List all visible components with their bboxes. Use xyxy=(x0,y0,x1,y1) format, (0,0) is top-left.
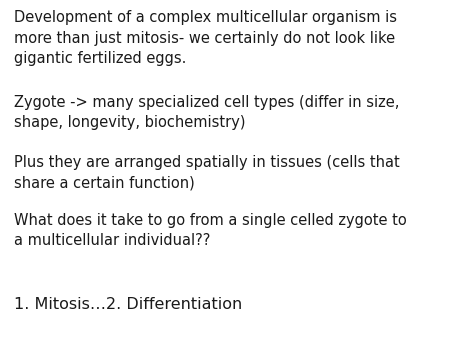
Text: 1. Mitosis…2. Differentiation: 1. Mitosis…2. Differentiation xyxy=(14,297,242,312)
Text: Development of a complex multicellular organism is
more than just mitosis- we ce: Development of a complex multicellular o… xyxy=(14,10,396,66)
Text: Plus they are arranged spatially in tissues (cells that
share a certain function: Plus they are arranged spatially in tiss… xyxy=(14,155,399,191)
Text: Zygote -> many specialized cell types (differ in size,
shape, longevity, biochem: Zygote -> many specialized cell types (d… xyxy=(14,95,399,130)
Text: What does it take to go from a single celled zygote to
a multicellular individua: What does it take to go from a single ce… xyxy=(14,213,406,248)
